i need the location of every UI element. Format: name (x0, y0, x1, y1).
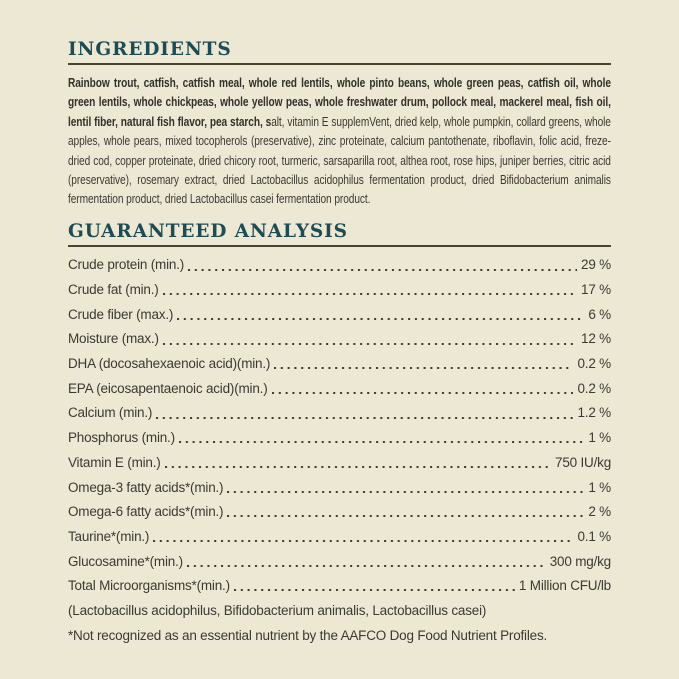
analysis-row: Phosphorus (min.) 1 % (68, 426, 611, 451)
analysis-value: 29 % (581, 257, 611, 273)
dot-leader (227, 490, 585, 493)
analysis-value: 17 % (581, 282, 611, 298)
analysis-label: EPA (eicosapentaenoic acid)(min.) (68, 380, 268, 396)
analysis-value: 300 mg/kg (549, 553, 611, 569)
ingredients-section: INGREDIENTS Rainbow trout, catfish, catf… (68, 40, 611, 209)
ingredients-text-bold: Rainbow trout, catfish, catfish meal, wh… (68, 75, 611, 129)
analysis-row: Moisture (max.) 12 % (68, 327, 611, 352)
analysis-row: Omega-3 fatty acids*(min.) 1 % (68, 475, 611, 500)
dot-leader (162, 293, 578, 296)
analysis-value: 750 IU/kg (555, 454, 611, 470)
analysis-value: 2 % (588, 504, 611, 520)
analysis-label: Moisture (max.) (68, 331, 159, 347)
dot-leader (153, 540, 574, 543)
analysis-row: Total Microorganisms*(min.) 1 Million CF… (68, 574, 611, 599)
analysis-value: 0.2 % (577, 356, 611, 372)
dot-leader (164, 466, 552, 469)
dot-leader (227, 515, 585, 518)
ingredients-text: Rainbow trout, catfish, catfish meal, wh… (68, 73, 611, 209)
analysis-label: Vitamin E (min.) (68, 454, 161, 470)
analysis-label: Glucosamine*(min.) (68, 553, 183, 569)
guaranteed-analysis-heading-rule (68, 244, 611, 247)
aafco-footnote: *Not recognized as an essential nutrient… (68, 627, 548, 643)
ingredients-heading: INGREDIENTS (68, 39, 232, 60)
analysis-row: Vitamin E (min.) 750 IU/kg (68, 450, 611, 475)
analysis-label: Taurine*(min.) (68, 528, 150, 544)
guaranteed-analysis-section: GUARANTEED ANALYSIS Crude protein (min.)… (68, 220, 611, 644)
analysis-label: Omega-3 fatty acids*(min.) (68, 479, 224, 495)
dot-leader (178, 441, 585, 444)
analysis-label: Total Microorganisms*(min.) (68, 578, 230, 594)
ingredients-heading-rule (68, 63, 611, 65)
analysis-value: 0.1 % (577, 528, 611, 544)
analysis-value: 1 % (588, 479, 611, 495)
analysis-table: Crude protein (min.) 29 % Crude fat (min… (68, 253, 611, 599)
guaranteed-analysis-heading: GUARANTEED ANALYSIS (68, 220, 348, 242)
analysis-value: 12 % (581, 331, 611, 347)
analysis-row: EPA (eicosapentaenoic acid)(min.) 0.2 % (68, 376, 611, 401)
dot-leader (271, 391, 574, 394)
analysis-row: Omega-6 fatty acids*(min.) 2 % (68, 500, 611, 525)
analysis-label: DHA (docosahexaenoic acid)(min.) (68, 356, 271, 372)
analysis-row: Crude protein (min.) 29 % (68, 253, 611, 278)
analysis-label: Crude fat (min.) (68, 282, 159, 298)
analysis-value: 6 % (588, 306, 611, 322)
analysis-row: DHA (docosahexaenoic acid)(min.) 0.2 % (68, 352, 611, 377)
analysis-label: Phosphorus (min.) (68, 430, 175, 446)
dot-leader (162, 342, 578, 345)
analysis-value: 1.2 % (577, 405, 611, 421)
analysis-value: 1 % (588, 430, 611, 446)
dot-leader (233, 589, 515, 592)
analysis-label: Crude fiber (max.) (68, 306, 174, 322)
dot-leader (177, 317, 585, 320)
analysis-row: Crude fiber (max.) 6 % (68, 302, 611, 327)
microorganisms-detail: (Lactobacillus acidophilus, Bifidobacter… (68, 603, 487, 619)
analysis-row: Calcium (min.) 1.2 % (68, 401, 611, 426)
dot-leader (186, 564, 546, 567)
ingredients-text-regular: alt, vitamin E supplemVent, dried kelp, … (68, 113, 611, 207)
dot-leader (274, 367, 574, 370)
dot-leader (188, 268, 578, 271)
analysis-row: Glucosamine*(min.) 300 mg/kg (68, 549, 611, 574)
analysis-value: 0.2 % (577, 380, 611, 396)
analysis-value: 1 Million CFU/lb (518, 578, 611, 594)
analysis-row: Crude fat (min.) 17 % (68, 278, 611, 303)
analysis-label: Calcium (min.) (68, 405, 153, 421)
analysis-label: Omega-6 fatty acids*(min.) (68, 504, 224, 520)
dot-leader (156, 416, 574, 419)
analysis-row: Taurine*(min.) 0.1 % (68, 524, 611, 549)
analysis-label: Crude protein (min.) (68, 257, 185, 273)
